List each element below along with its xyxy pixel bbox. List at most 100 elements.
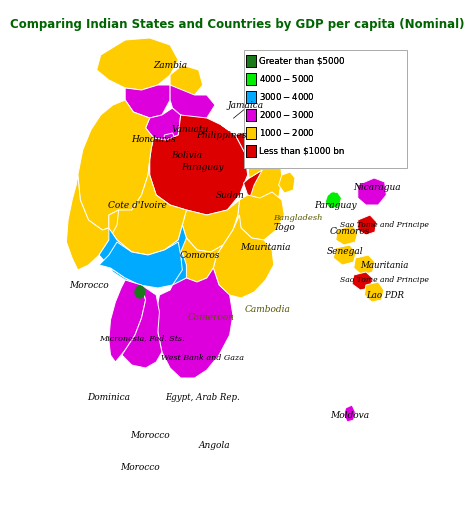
Bar [246, 109, 256, 121]
Polygon shape [301, 140, 319, 165]
Bar [246, 127, 256, 139]
Text: Lao PDR: Lao PDR [366, 290, 404, 299]
Text: $4000 - $5000: $4000 - $5000 [259, 74, 315, 84]
Text: Paraguay: Paraguay [182, 164, 224, 173]
Polygon shape [99, 225, 197, 288]
Polygon shape [344, 405, 356, 422]
Text: Mauritania: Mauritania [361, 261, 409, 270]
Polygon shape [313, 132, 331, 155]
Polygon shape [352, 272, 373, 290]
Polygon shape [333, 245, 356, 265]
Polygon shape [284, 80, 333, 108]
Text: Jamaica: Jamaica [228, 100, 264, 110]
Polygon shape [288, 140, 305, 165]
Polygon shape [97, 38, 178, 90]
Polygon shape [66, 175, 118, 270]
Text: West Bank and Gaza: West Bank and Gaza [161, 354, 244, 362]
Polygon shape [99, 242, 182, 288]
Text: Comparing Indian States and Countries by GDP per capita (Nominal): Comparing Indian States and Countries by… [10, 18, 464, 31]
Circle shape [135, 286, 145, 298]
Polygon shape [146, 108, 181, 140]
Polygon shape [170, 65, 203, 95]
Text: Cameroon: Cameroon [187, 314, 234, 323]
Text: Togo: Togo [273, 224, 295, 232]
Bar [246, 91, 256, 103]
Bar [246, 55, 256, 67]
Text: Sao Tome and Principe: Sao Tome and Principe [340, 221, 429, 229]
Bar [246, 91, 256, 103]
Text: Sudan: Sudan [215, 190, 244, 199]
Text: Honduras: Honduras [131, 135, 176, 144]
Polygon shape [156, 268, 233, 378]
Bar [246, 145, 256, 157]
Polygon shape [358, 178, 386, 205]
Text: Morocco: Morocco [69, 280, 108, 289]
Polygon shape [354, 255, 375, 275]
Text: Greater than $5000: Greater than $5000 [259, 57, 345, 66]
Text: Bangladesh: Bangladesh [273, 214, 323, 222]
Bar [246, 127, 256, 139]
Text: Zambia: Zambia [153, 61, 187, 70]
Text: Greater than $5000: Greater than $5000 [259, 57, 345, 66]
Text: Morocco: Morocco [130, 430, 170, 439]
Text: Sao Tome and Principe: Sao Tome and Principe [340, 276, 429, 284]
Text: Mauritania: Mauritania [240, 243, 291, 252]
Polygon shape [150, 115, 247, 215]
Bar [246, 73, 256, 85]
Polygon shape [213, 215, 273, 298]
Text: Micronesia, Fed. Sts.: Micronesia, Fed. Sts. [99, 334, 184, 342]
Text: $3000 - $4000: $3000 - $4000 [259, 91, 315, 103]
Bar [246, 145, 256, 157]
Polygon shape [78, 100, 154, 230]
Bar [246, 109, 256, 121]
Text: Comoros: Comoros [329, 227, 370, 236]
Text: Nicaragua: Nicaragua [353, 183, 401, 192]
Text: Less than $1000 bn: Less than $1000 bn [259, 146, 345, 156]
Polygon shape [276, 128, 305, 148]
Polygon shape [279, 172, 295, 193]
Text: Dominica: Dominica [87, 393, 130, 402]
Polygon shape [122, 285, 162, 368]
Text: Paraguay: Paraguay [314, 200, 357, 210]
Text: Less than $1000 bn: Less than $1000 bn [259, 146, 345, 156]
Polygon shape [264, 112, 279, 128]
Polygon shape [336, 225, 358, 245]
Text: Cote d'Ivoire: Cote d'Ivoire [108, 200, 167, 210]
Polygon shape [238, 192, 284, 240]
Text: Moldova: Moldova [330, 411, 369, 420]
Circle shape [329, 193, 337, 203]
Polygon shape [125, 85, 170, 118]
Text: Philippines: Philippines [196, 130, 247, 139]
Polygon shape [182, 200, 239, 252]
Polygon shape [221, 125, 271, 178]
Polygon shape [246, 130, 282, 225]
Polygon shape [164, 133, 176, 145]
Bar [246, 55, 256, 67]
Polygon shape [109, 160, 186, 255]
Text: $1000 - $2000: $1000 - $2000 [259, 127, 315, 138]
Bar [246, 73, 256, 85]
Polygon shape [170, 85, 215, 120]
Polygon shape [109, 280, 146, 362]
Text: Angola: Angola [199, 440, 231, 449]
Text: $1000 - $2000: $1000 - $2000 [259, 127, 315, 138]
FancyBboxPatch shape [244, 50, 407, 168]
Text: Cambodia: Cambodia [245, 306, 291, 315]
Polygon shape [358, 215, 376, 235]
Text: Egypt, Arab Rep.: Egypt, Arab Rep. [165, 393, 240, 402]
Polygon shape [181, 238, 223, 282]
Text: $2000 - $3000: $2000 - $3000 [259, 110, 315, 121]
Polygon shape [110, 252, 186, 288]
Polygon shape [273, 100, 313, 132]
Text: Bolivia: Bolivia [171, 150, 202, 160]
Text: $3000 - $4000: $3000 - $4000 [259, 91, 315, 103]
Text: Comoros: Comoros [180, 250, 220, 260]
Polygon shape [325, 192, 341, 208]
Polygon shape [365, 282, 384, 302]
Text: Vanuatu: Vanuatu [172, 126, 209, 134]
Text: $2000 - $3000: $2000 - $3000 [259, 110, 315, 121]
Text: Senegal: Senegal [327, 247, 364, 257]
Text: $4000 - $5000: $4000 - $5000 [259, 74, 315, 84]
Polygon shape [303, 120, 325, 140]
Polygon shape [244, 155, 282, 198]
